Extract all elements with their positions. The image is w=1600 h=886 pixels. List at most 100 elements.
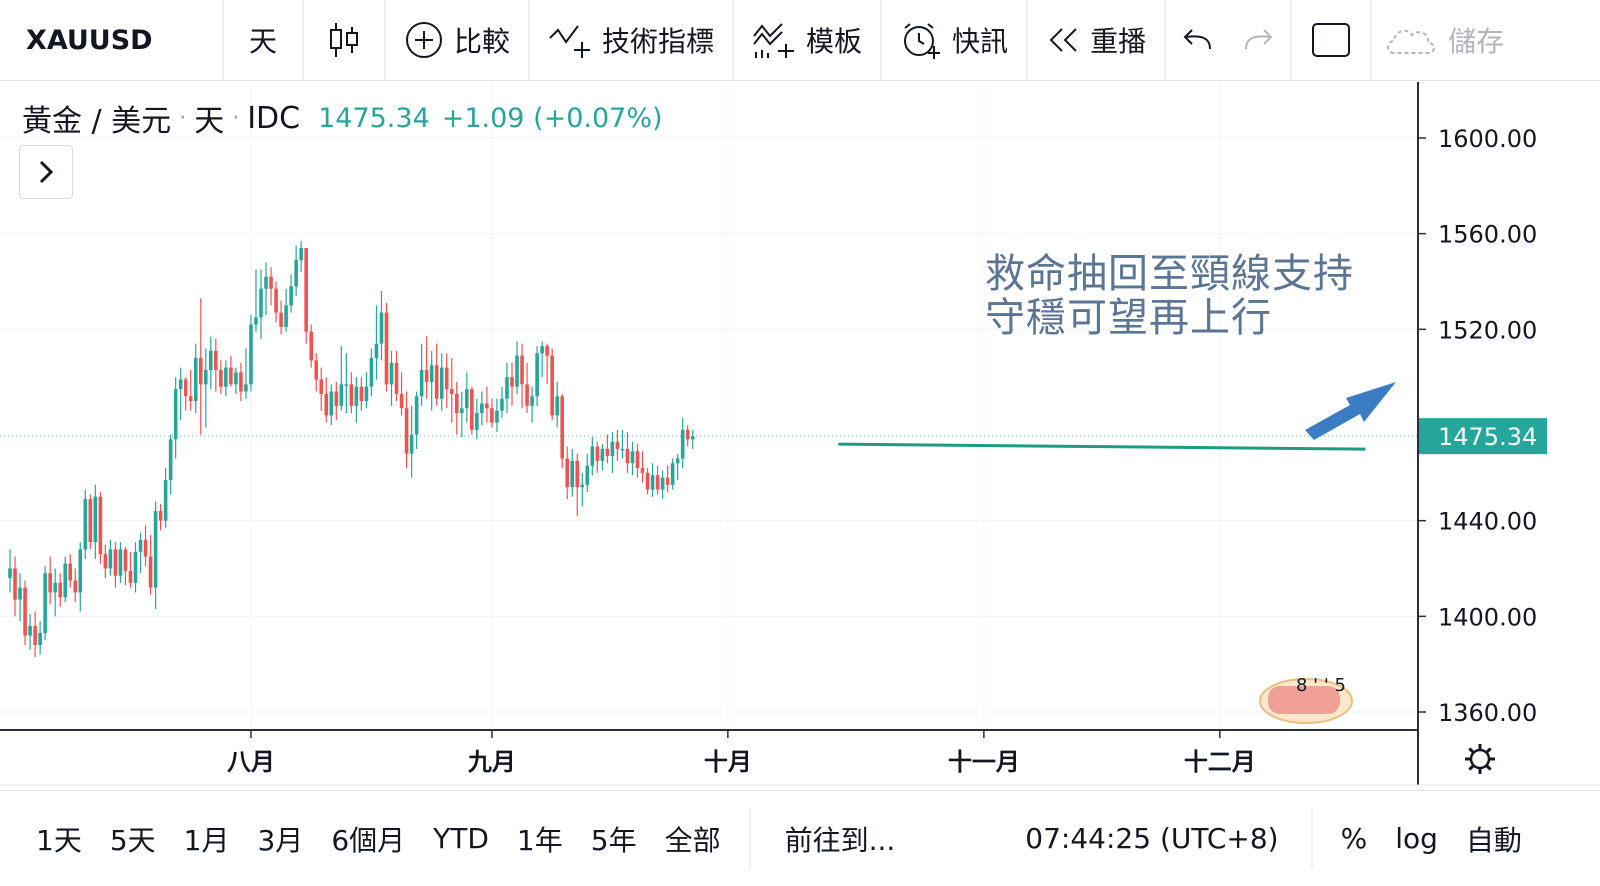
candle-body [183,379,188,397]
auto-scale-toggle[interactable]: 自動 [1465,823,1522,857]
candle-body [234,372,238,385]
candle-body [289,286,293,306]
watermark-text: 8 ' ' 5 [1296,675,1346,696]
candle-body [319,379,324,394]
compare-button[interactable]: 比較 [386,0,528,80]
candle-body [615,441,620,449]
clock-display[interactable]: 07:44:25 (UTC+8) [1025,822,1279,855]
log-scale-toggle[interactable]: log [1395,822,1438,855]
candle-body [645,472,650,490]
range-1m-button[interactable]: 1月 [183,823,230,857]
toolbar-divider [732,0,735,80]
replay-button[interactable]: 重播 [1028,0,1164,80]
percent-scale-toggle[interactable]: % [1340,822,1368,855]
range-1d-button[interactable]: 1天 [36,823,82,857]
gear-tooth [1468,747,1474,753]
symbol-label: XAUUSD [26,24,153,56]
candle-body [224,367,228,387]
candle-body [490,408,494,423]
y-axis-label: 1520.00 [1438,316,1537,344]
candle-body [470,389,474,430]
candle-body [198,358,203,385]
toolbar-divider [302,0,304,80]
candle-body [540,346,544,354]
x-axis-label: 十二月 [1184,748,1256,776]
candle-body [33,625,37,646]
candle-body [78,549,83,593]
gear-tooth [1486,765,1492,771]
interval-button[interactable]: 天 [224,0,302,80]
chart-type-button[interactable] [304,0,384,80]
goto-date-button[interactable]: 前往到... [784,823,896,857]
candle-body [138,539,143,552]
range-all-button[interactable]: 全部 [664,823,721,857]
save-label: 儲存 [1448,25,1505,58]
chart-pane[interactable]: 8 ' ' 5 1600.00 1560.00 1520.00 1440.00 1400.… [0,82,1600,802]
candle-body [23,587,27,636]
candle-body [384,312,389,385]
toolbar-divider [1164,0,1167,80]
symbol-search-button[interactable]: XAUUSD [0,0,222,80]
candle-body [404,408,409,454]
candle-body [550,355,554,416]
candle-body [239,372,243,392]
undo-icon [1183,29,1212,50]
indicators-button[interactable]: 技術指標 [530,0,732,80]
fullscreen-button[interactable] [1292,0,1370,80]
candle-body [294,259,298,287]
legend-separator: · [232,105,240,131]
save-button[interactable]: 儲存 [1372,0,1516,80]
candle-body [414,396,419,435]
candle-body [439,367,444,399]
candle-body [515,355,519,387]
undo-button[interactable] [1166,0,1228,80]
top-toolbar: XAUUSD 天 比較 技術指標 模板 快訊 重播 儲存 [0,0,1600,81]
range-3m-button[interactable]: 3月 [257,823,304,857]
alarm-clock-icon [904,23,941,59]
price-chart[interactable]: 8 ' ' 5 1600.00 1560.00 1520.00 1440.00 1400.… [0,82,1600,802]
candle-body [209,350,213,370]
redo-button[interactable] [1228,0,1290,80]
candle-body [249,324,253,385]
candle-body [264,276,268,289]
candle-body [429,365,434,382]
candle-body [500,398,504,411]
legend-source: IDC [247,100,301,136]
candle-body [244,384,248,392]
legend-expand-button[interactable] [19,145,73,199]
range-5d-button[interactable]: 5天 [109,823,156,857]
candle-body [314,360,319,380]
alerts-button[interactable]: 快訊 [882,0,1026,80]
templates-button[interactable]: 模板 [734,0,880,80]
candle-body [465,389,469,409]
candle-body [98,496,103,555]
range-6m-button[interactable]: 6個月 [331,823,406,857]
range-5y-button[interactable]: 5年 [590,823,637,857]
redo-icon [1245,29,1273,50]
gear-icon[interactable] [1465,744,1495,774]
candle-body [575,460,580,488]
candles-icon [330,23,358,57]
y-axis-label: 1600.00 [1438,125,1537,153]
toolbar-divider [528,0,531,80]
annotation-line-1: 救命抽回至頸線支持 [985,251,1354,297]
candle-body [269,276,273,289]
watermark-logo: 8 ' ' 5 [1259,675,1353,724]
candle-body [299,248,303,260]
candle-body [128,570,133,583]
bottombar-divider [1310,808,1313,869]
watermark-flag [1268,686,1340,714]
range-1y-button[interactable]: 1年 [516,823,563,857]
candle-body [63,563,68,598]
candle-body [480,403,484,414]
candle-body [73,580,78,593]
candle-body [685,429,690,440]
candle-body [520,355,524,385]
candle-body [444,367,449,390]
candle-body [143,539,148,557]
templates-label: 模板 [806,25,863,58]
candle-body [535,353,539,397]
candle-body [359,386,364,402]
range-ytd-button[interactable]: YTD [433,822,489,855]
candle-body [424,369,429,382]
